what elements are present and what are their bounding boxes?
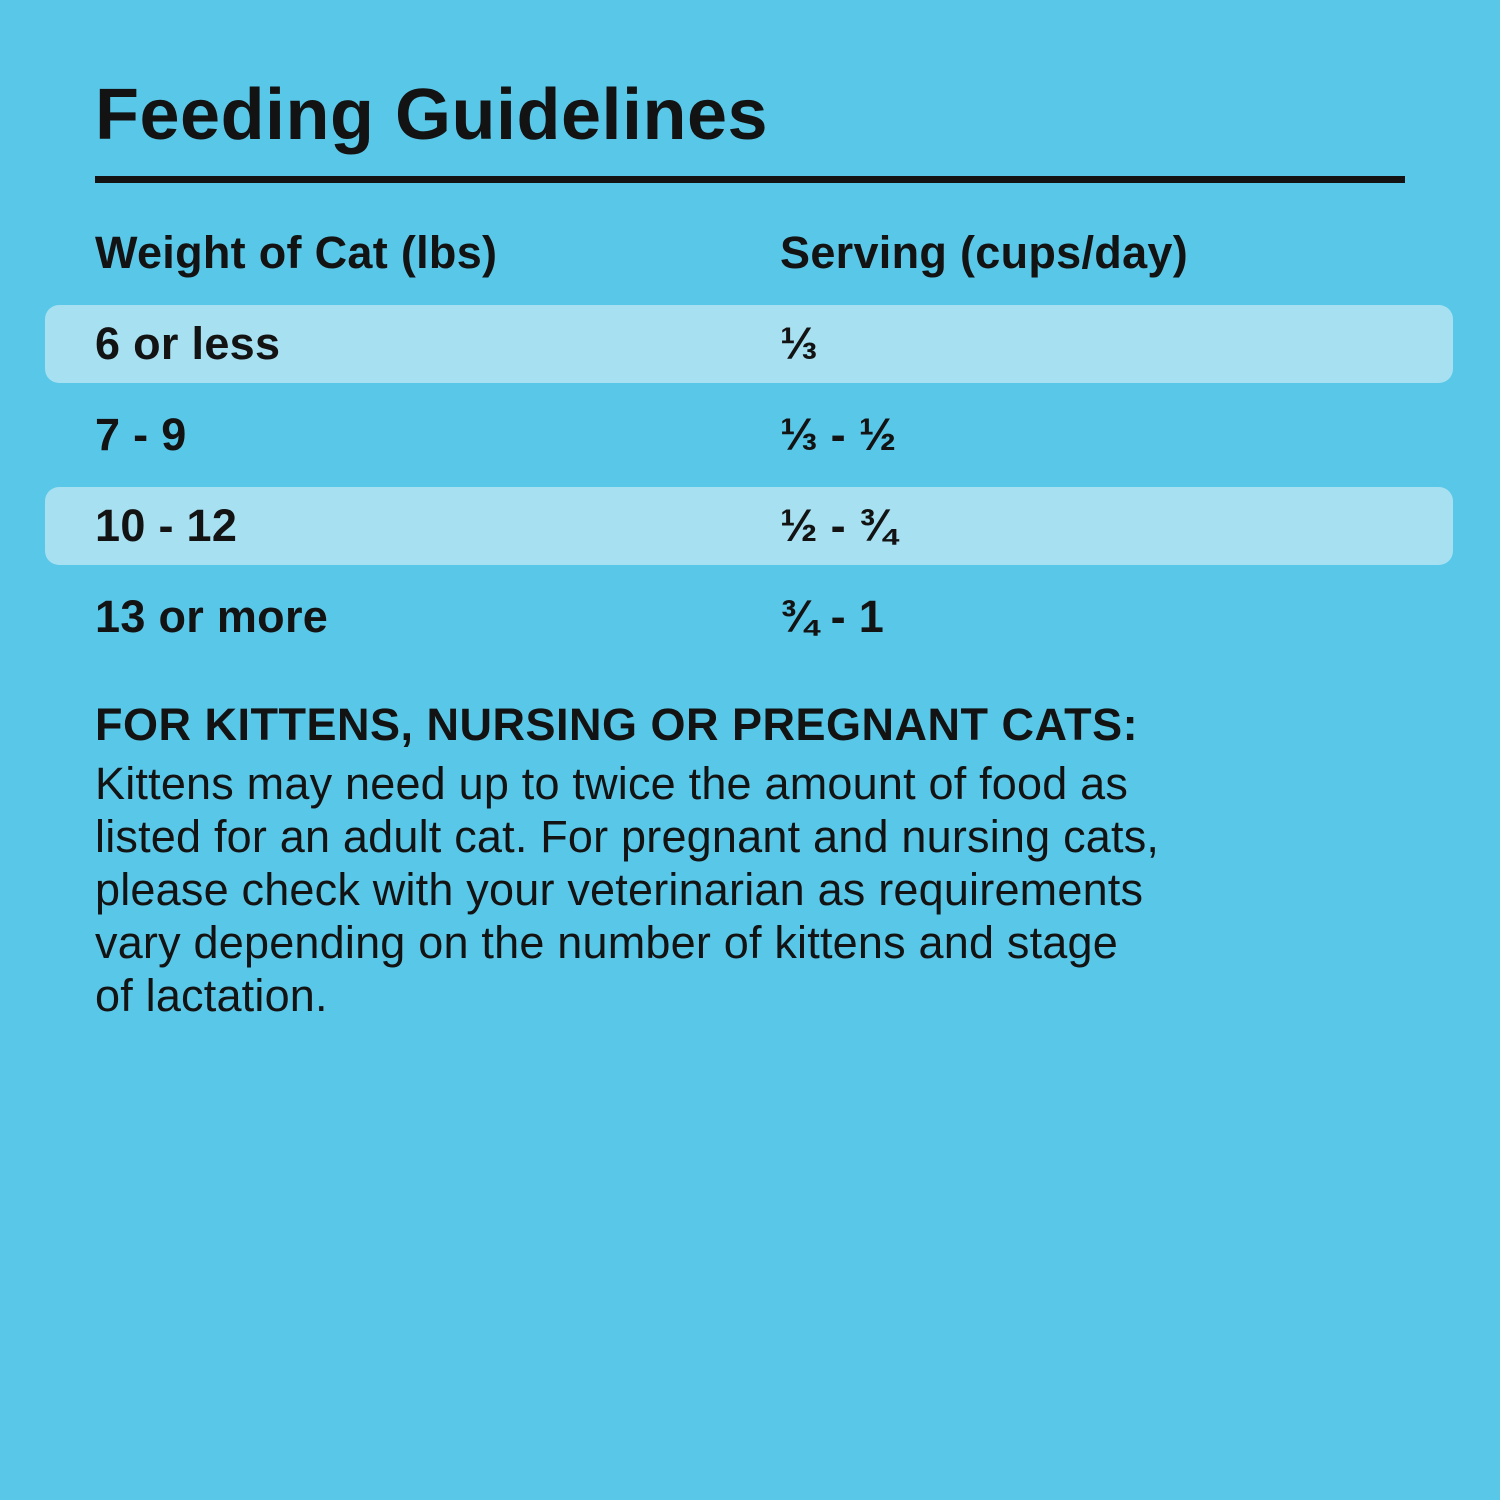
note-line: listed for an adult cat. For pregnant an… bbox=[95, 811, 1160, 862]
column-header-weight: Weight of Cat (lbs) bbox=[95, 227, 498, 278]
weight-cell: 10 - 12 bbox=[95, 500, 238, 551]
note-line: Kittens may need up to twice the amount … bbox=[95, 758, 1129, 809]
table-row: 10 - 12 ½ - ¾ bbox=[45, 487, 1453, 565]
table-header-row: Weight of Cat (lbs) Serving (cups/day) bbox=[95, 227, 1405, 279]
serving-cell: ½ - ¾ bbox=[780, 500, 897, 551]
serving-cell: ⅓ bbox=[780, 318, 818, 369]
feeding-table: 6 or less ⅓ 7 - 9 ⅓ - ½ 10 - 12 ½ - ¾ 13… bbox=[45, 305, 1453, 656]
page-title: Feeding Guidelines bbox=[95, 75, 769, 155]
table-row: 6 or less ⅓ bbox=[45, 305, 1453, 383]
title-underline bbox=[95, 176, 1405, 183]
note-body: Kittens may need up to twice the amount … bbox=[95, 757, 1405, 1022]
column-header-serving: Serving (cups/day) bbox=[780, 227, 1189, 278]
weight-cell: 7 - 9 bbox=[95, 409, 187, 460]
weight-cell: 6 or less bbox=[95, 318, 281, 369]
table-row: 13 or more ¾ - 1 bbox=[45, 578, 1453, 656]
note-line: please check with your veterinarian as r… bbox=[95, 864, 1144, 915]
table-row: 7 - 9 ⅓ - ½ bbox=[45, 396, 1453, 474]
note-line: vary depending on the number of kittens … bbox=[95, 917, 1118, 968]
serving-cell: ⅓ - ½ bbox=[780, 409, 897, 460]
note-heading: FOR KITTENS, NURSING OR PREGNANT CATS: bbox=[95, 699, 1139, 750]
serving-cell: ¾ - 1 bbox=[780, 591, 885, 642]
note-line: of lactation. bbox=[95, 970, 328, 1021]
weight-cell: 13 or more bbox=[95, 591, 329, 642]
